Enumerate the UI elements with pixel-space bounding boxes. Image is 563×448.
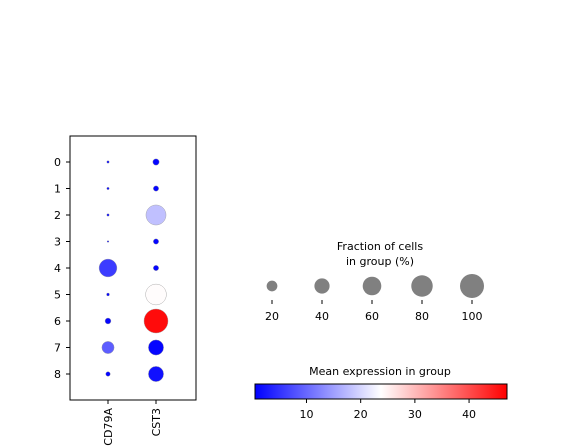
x-tick-label: CST3 bbox=[150, 408, 163, 436]
size-legend-label: 100 bbox=[462, 310, 483, 323]
dot-marker bbox=[153, 238, 159, 245]
colorbar-tick-label: 20 bbox=[354, 408, 368, 421]
size-legend-dot bbox=[266, 280, 278, 292]
plot-axes: 0 1 2 3 4 5 6 7 8 CD79A CST3 bbox=[54, 156, 163, 446]
dot-marker bbox=[145, 204, 167, 226]
plot-dots bbox=[98, 158, 169, 382]
dot-marker bbox=[145, 283, 167, 306]
size-legend-dot bbox=[314, 278, 330, 294]
colorbar-ticks: 10 20 30 40 bbox=[299, 399, 476, 421]
y-tick-label: 1 bbox=[54, 183, 61, 196]
y-tick-label: 3 bbox=[54, 236, 61, 249]
y-tick-label: 7 bbox=[54, 342, 61, 355]
colorbar bbox=[254, 383, 508, 400]
size-legend-title-line1: Fraction of cells bbox=[337, 240, 423, 253]
y-tick-label: 2 bbox=[54, 209, 61, 222]
dot-marker bbox=[152, 158, 160, 166]
plot-frame bbox=[69, 135, 197, 401]
colorbar-title: Mean expression in group bbox=[309, 365, 451, 378]
dot-marker bbox=[148, 339, 164, 356]
x-tick-label: CD79A bbox=[102, 408, 115, 446]
colorbar-tick-label: 10 bbox=[299, 408, 313, 421]
dot-marker bbox=[106, 292, 110, 297]
dot-marker bbox=[106, 213, 110, 217]
size-legend-dot bbox=[411, 275, 433, 297]
size-legend-label: 40 bbox=[315, 310, 329, 323]
size-legend-label: 80 bbox=[415, 310, 429, 323]
colorbar-tick-label: 30 bbox=[408, 408, 422, 421]
y-tick-label: 0 bbox=[54, 156, 61, 169]
dot-marker bbox=[98, 258, 118, 278]
dot-marker bbox=[104, 317, 112, 325]
dot-marker bbox=[101, 341, 115, 354]
dot-marker bbox=[105, 371, 111, 377]
dot-marker bbox=[153, 185, 159, 192]
dot-marker bbox=[153, 265, 159, 271]
colorbar-tick-label: 40 bbox=[462, 408, 476, 421]
dot-marker bbox=[106, 240, 110, 243]
size-legend-title-line2: in group (%) bbox=[346, 255, 414, 268]
size-legend-label: 20 bbox=[265, 310, 279, 323]
size-legend-label: 60 bbox=[365, 310, 379, 323]
size-legend: 20 40 60 80 100 bbox=[265, 274, 484, 323]
y-tick-label: 8 bbox=[54, 368, 61, 381]
dot-marker bbox=[148, 366, 164, 382]
dot-marker bbox=[143, 308, 169, 334]
y-tick-label: 4 bbox=[54, 262, 61, 275]
dot-marker bbox=[106, 160, 110, 164]
size-legend-dot bbox=[362, 276, 382, 296]
size-legend-dot bbox=[460, 274, 484, 298]
y-tick-label: 6 bbox=[54, 315, 61, 328]
y-tick-label: 5 bbox=[54, 289, 61, 302]
dot-marker bbox=[106, 187, 110, 190]
